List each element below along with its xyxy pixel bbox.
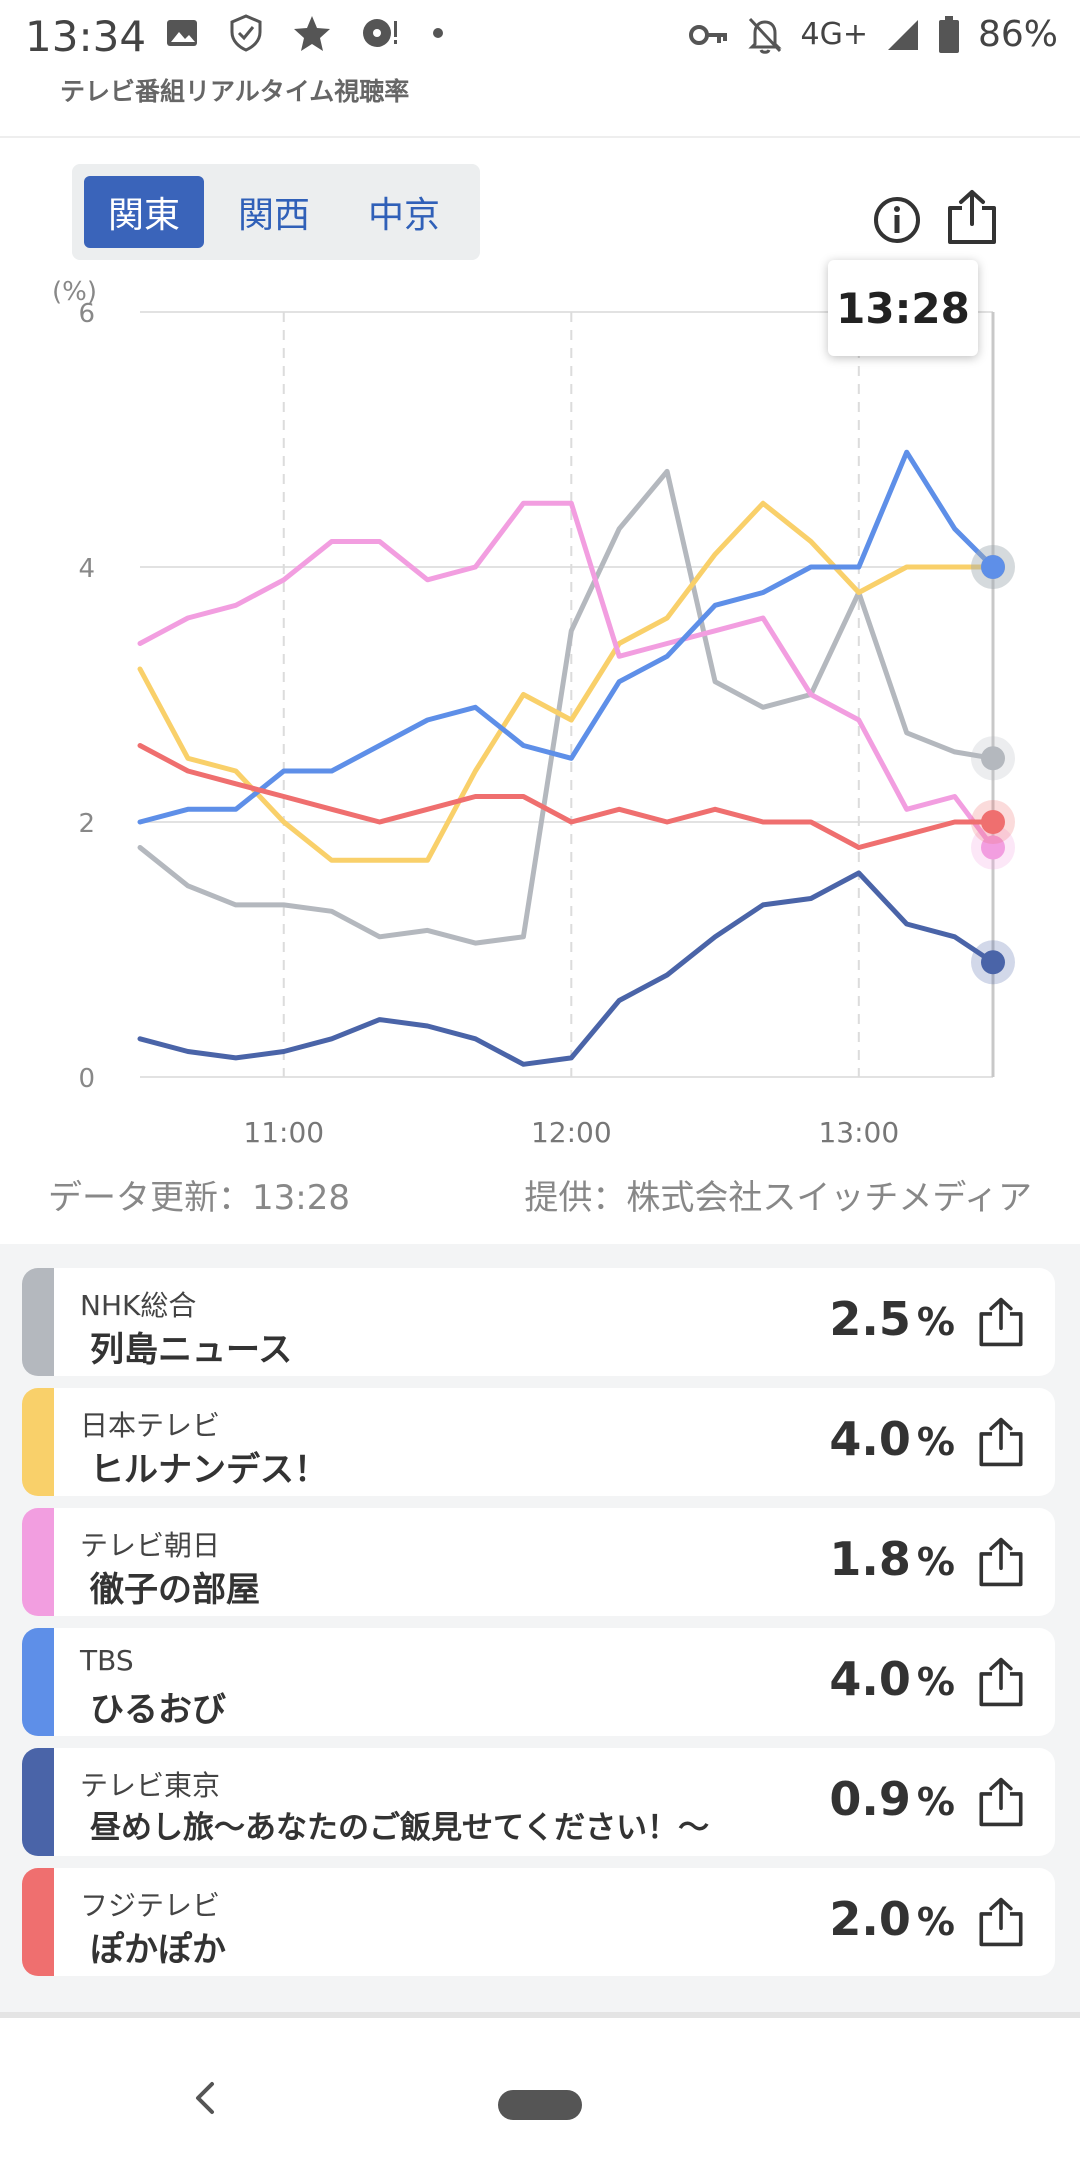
series-end-point — [981, 810, 1005, 834]
rating-value: 4.0% — [829, 1412, 955, 1466]
series-end-point — [981, 746, 1005, 771]
y-tick-label: 4 — [78, 554, 95, 584]
channel-name: NHK総合 — [80, 1289, 197, 1322]
rating-value: 2.5% — [829, 1292, 955, 1346]
program-name: 徹子の部屋 — [90, 1570, 260, 1610]
image-icon — [167, 20, 197, 46]
series-end-point — [981, 950, 1005, 975]
app-title: テレビ番組リアルタイム視聴率 — [60, 77, 410, 106]
list-divider — [0, 2012, 1080, 2018]
home-pill[interactable] — [498, 2090, 582, 2120]
disc-icon — [363, 19, 397, 47]
rating-value: 4.0% — [829, 1652, 955, 1706]
status-time: 13:34 — [25, 12, 147, 61]
dot-icon — [433, 28, 443, 38]
channel-color-bar — [22, 1388, 54, 1496]
channel-list: NHK総合 列島ニュース 2.5% 日本テレビ ヒルナンデス！ 4.0% テレビ… — [0, 1244, 1080, 2014]
channel-name: TBS — [80, 1644, 134, 1677]
ratings-chart[interactable]: (%) 0 2 4 6 11:00 12:00 13:00 — [0, 270, 1080, 1150]
channel-card-tvasahi[interactable]: テレビ朝日 徹子の部屋 1.8% — [22, 1508, 1055, 1616]
program-name: ぽかぽか — [90, 1930, 226, 1970]
series-line — [137, 468, 996, 946]
channel-color-bar — [22, 1268, 54, 1376]
rating-value: 0.9% — [829, 1772, 955, 1826]
x-tick-label: 13:00 — [818, 1116, 899, 1149]
region-tabs: 関東 関西 中京 — [72, 164, 480, 260]
channel-card-fuji[interactable]: フジテレビ ぽかぽか 2.0% — [22, 1868, 1055, 1976]
channel-name: テレビ朝日 — [80, 1529, 221, 1562]
share-icon[interactable] — [977, 1896, 1025, 1948]
series-end-point — [981, 555, 1005, 579]
series-line — [137, 449, 996, 825]
provider: 提供：株式会社スイッチメディア — [524, 1178, 1032, 1218]
series-line — [137, 500, 996, 850]
signal-icon — [887, 19, 918, 50]
channel-name: フジテレビ — [80, 1889, 221, 1922]
program-name: 列島ニュース — [90, 1330, 293, 1370]
status-icons-right: 4G+ 86% — [688, 14, 1058, 55]
star-icon — [294, 16, 330, 51]
battery-icon — [938, 15, 959, 53]
share-icon[interactable] — [977, 1536, 1025, 1588]
key-icon — [688, 24, 727, 45]
back-icon[interactable] — [190, 2078, 220, 2118]
series-line — [137, 870, 996, 1067]
program-name: ヒルナンデス！ — [90, 1450, 328, 1490]
rating-value: 2.0% — [829, 1892, 955, 1946]
channel-card-tvtokyo[interactable]: テレビ東京 昼めし旅〜あなたのご飯見せてください！〜 0.9% — [22, 1748, 1055, 1856]
channel-color-bar — [22, 1508, 54, 1616]
status-bar: 13:34 4G+ 86% — [0, 0, 1080, 75]
header-divider — [0, 136, 1080, 138]
channel-color-bar — [22, 1748, 54, 1856]
share-icon[interactable] — [977, 1776, 1025, 1828]
share-icon[interactable] — [946, 188, 998, 246]
channel-name: テレビ東京 — [80, 1769, 221, 1802]
x-tick-label: 12:00 — [531, 1116, 612, 1149]
share-icon[interactable] — [977, 1416, 1025, 1468]
channel-card-ntv[interactable]: 日本テレビ ヒルナンデス！ 4.0% — [22, 1388, 1055, 1496]
tab-kanto[interactable]: 関東 — [84, 176, 204, 248]
tab-chukyo[interactable]: 中京 — [367, 195, 440, 236]
series-line — [137, 500, 996, 863]
y-axis-unit: (%) — [52, 277, 97, 307]
battery-label: 86% — [977, 14, 1058, 55]
update-time: データ更新：13:28 — [48, 1178, 350, 1218]
share-icon[interactable] — [977, 1296, 1025, 1348]
navigation-bar — [0, 2018, 1080, 2160]
shield-icon — [230, 14, 262, 52]
series-end-point — [981, 835, 1005, 860]
info-icon[interactable] — [872, 195, 922, 245]
channel-card-tbs[interactable]: TBS ひるおび 4.0% — [22, 1628, 1055, 1736]
network-label: 4G+ — [800, 17, 868, 52]
program-name: ひるおび — [90, 1690, 226, 1730]
channel-name: 日本テレビ — [80, 1409, 221, 1442]
bell-off-icon — [747, 17, 782, 54]
channel-color-bar — [22, 1628, 54, 1736]
share-icon[interactable] — [977, 1656, 1025, 1708]
status-icons-left — [165, 14, 445, 52]
program-name: 昼めし旅〜あなたのご飯見せてください！〜 — [90, 1810, 710, 1846]
channel-color-bar — [22, 1868, 54, 1976]
channel-card-nhk[interactable]: NHK総合 列島ニュース 2.5% — [22, 1268, 1055, 1376]
y-tick-label: 2 — [78, 809, 95, 839]
time-tooltip: 13:28 — [828, 260, 978, 356]
rating-value: 1.8% — [829, 1532, 955, 1586]
x-tick-label: 11:00 — [243, 1116, 324, 1149]
series-line — [137, 743, 996, 850]
tab-kansai[interactable]: 関西 — [237, 195, 310, 236]
y-tick-label: 0 — [78, 1064, 95, 1094]
y-tick-label: 6 — [78, 299, 95, 329]
